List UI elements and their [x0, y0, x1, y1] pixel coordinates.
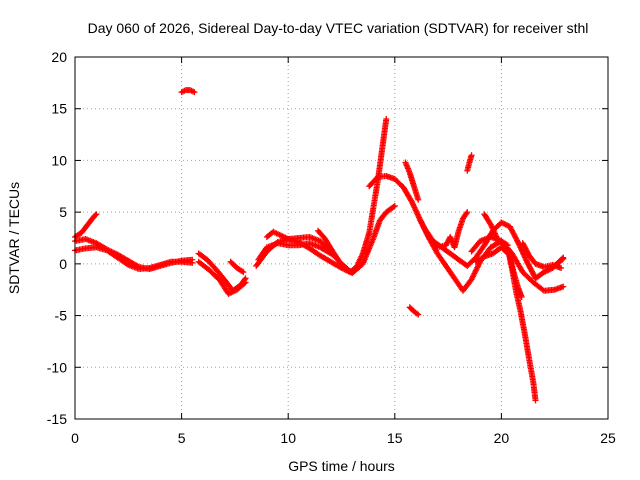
series-track-17	[464, 152, 475, 174]
series-track-4	[178, 87, 198, 96]
x-tick-label: 0	[71, 430, 79, 446]
data-point	[92, 212, 99, 219]
data-point	[464, 209, 471, 216]
series-track-9	[255, 240, 341, 263]
x-tick-label: 20	[494, 430, 510, 446]
data-point	[242, 279, 249, 286]
y-tick-label: -15	[47, 411, 67, 427]
data-point	[559, 255, 566, 262]
data-point	[180, 88, 187, 95]
series-track-23	[519, 240, 565, 271]
data-point	[415, 311, 422, 318]
series-track-19	[472, 244, 511, 265]
data-point	[498, 240, 505, 247]
y-tick-label: 15	[51, 101, 67, 117]
series-track-1	[72, 211, 100, 240]
series-track-24	[551, 254, 567, 269]
data-point	[240, 269, 247, 276]
y-tick-label: 5	[59, 204, 67, 220]
data-point	[391, 202, 398, 209]
data-point	[560, 254, 567, 261]
y-tick-label: 20	[51, 49, 67, 65]
x-tick-label: 25	[600, 430, 616, 446]
series-track-10	[263, 202, 398, 277]
data-point	[560, 283, 567, 290]
data-marks	[72, 87, 567, 404]
data-point	[93, 211, 100, 218]
series-track-11	[315, 227, 351, 274]
data-point	[239, 268, 246, 275]
series-track-22	[506, 254, 525, 300]
data-point	[390, 203, 397, 210]
y-tick-label: 10	[51, 152, 67, 168]
series-track-7	[227, 258, 247, 276]
y-tick-label: 0	[59, 256, 67, 272]
data-point	[503, 241, 510, 248]
data-point	[518, 293, 525, 300]
x-tick-label: 15	[387, 430, 403, 446]
chart-title: Day 060 of 2026, Sidereal Day-to-day VTE…	[88, 20, 589, 36]
grid	[75, 57, 608, 419]
y-tick-label: -5	[55, 308, 68, 324]
y-axis-label: SDTVAR / TECUs	[6, 182, 22, 294]
data-point	[383, 116, 390, 123]
series-track-20	[481, 211, 505, 247]
series-track-3	[72, 244, 196, 273]
x-tick-label: 5	[178, 430, 186, 446]
data-point	[468, 152, 475, 159]
data-point	[497, 238, 504, 245]
data-point	[188, 87, 195, 94]
data-point	[415, 196, 422, 203]
data-point	[558, 264, 565, 271]
series-track-14	[406, 304, 422, 318]
x-axis-label: GPS time / hours	[288, 458, 395, 474]
x-tick-label: 10	[280, 430, 296, 446]
data-point	[343, 265, 350, 272]
data-point	[191, 89, 198, 96]
data-point	[532, 397, 539, 404]
plot-frame	[74, 56, 609, 420]
data-point	[241, 280, 248, 287]
axis-ticks: 0 5 10 15 20 25 -15 -10 -5 0 5 10 15 20	[47, 49, 616, 446]
y-tick-label: -10	[47, 359, 67, 375]
data-point	[189, 259, 196, 266]
data-point	[463, 210, 470, 217]
data-point	[344, 267, 351, 274]
data-point	[181, 87, 188, 94]
series-track-6	[195, 258, 249, 297]
data-point	[189, 88, 196, 95]
series-track-13	[402, 159, 422, 203]
data-point	[539, 286, 546, 293]
